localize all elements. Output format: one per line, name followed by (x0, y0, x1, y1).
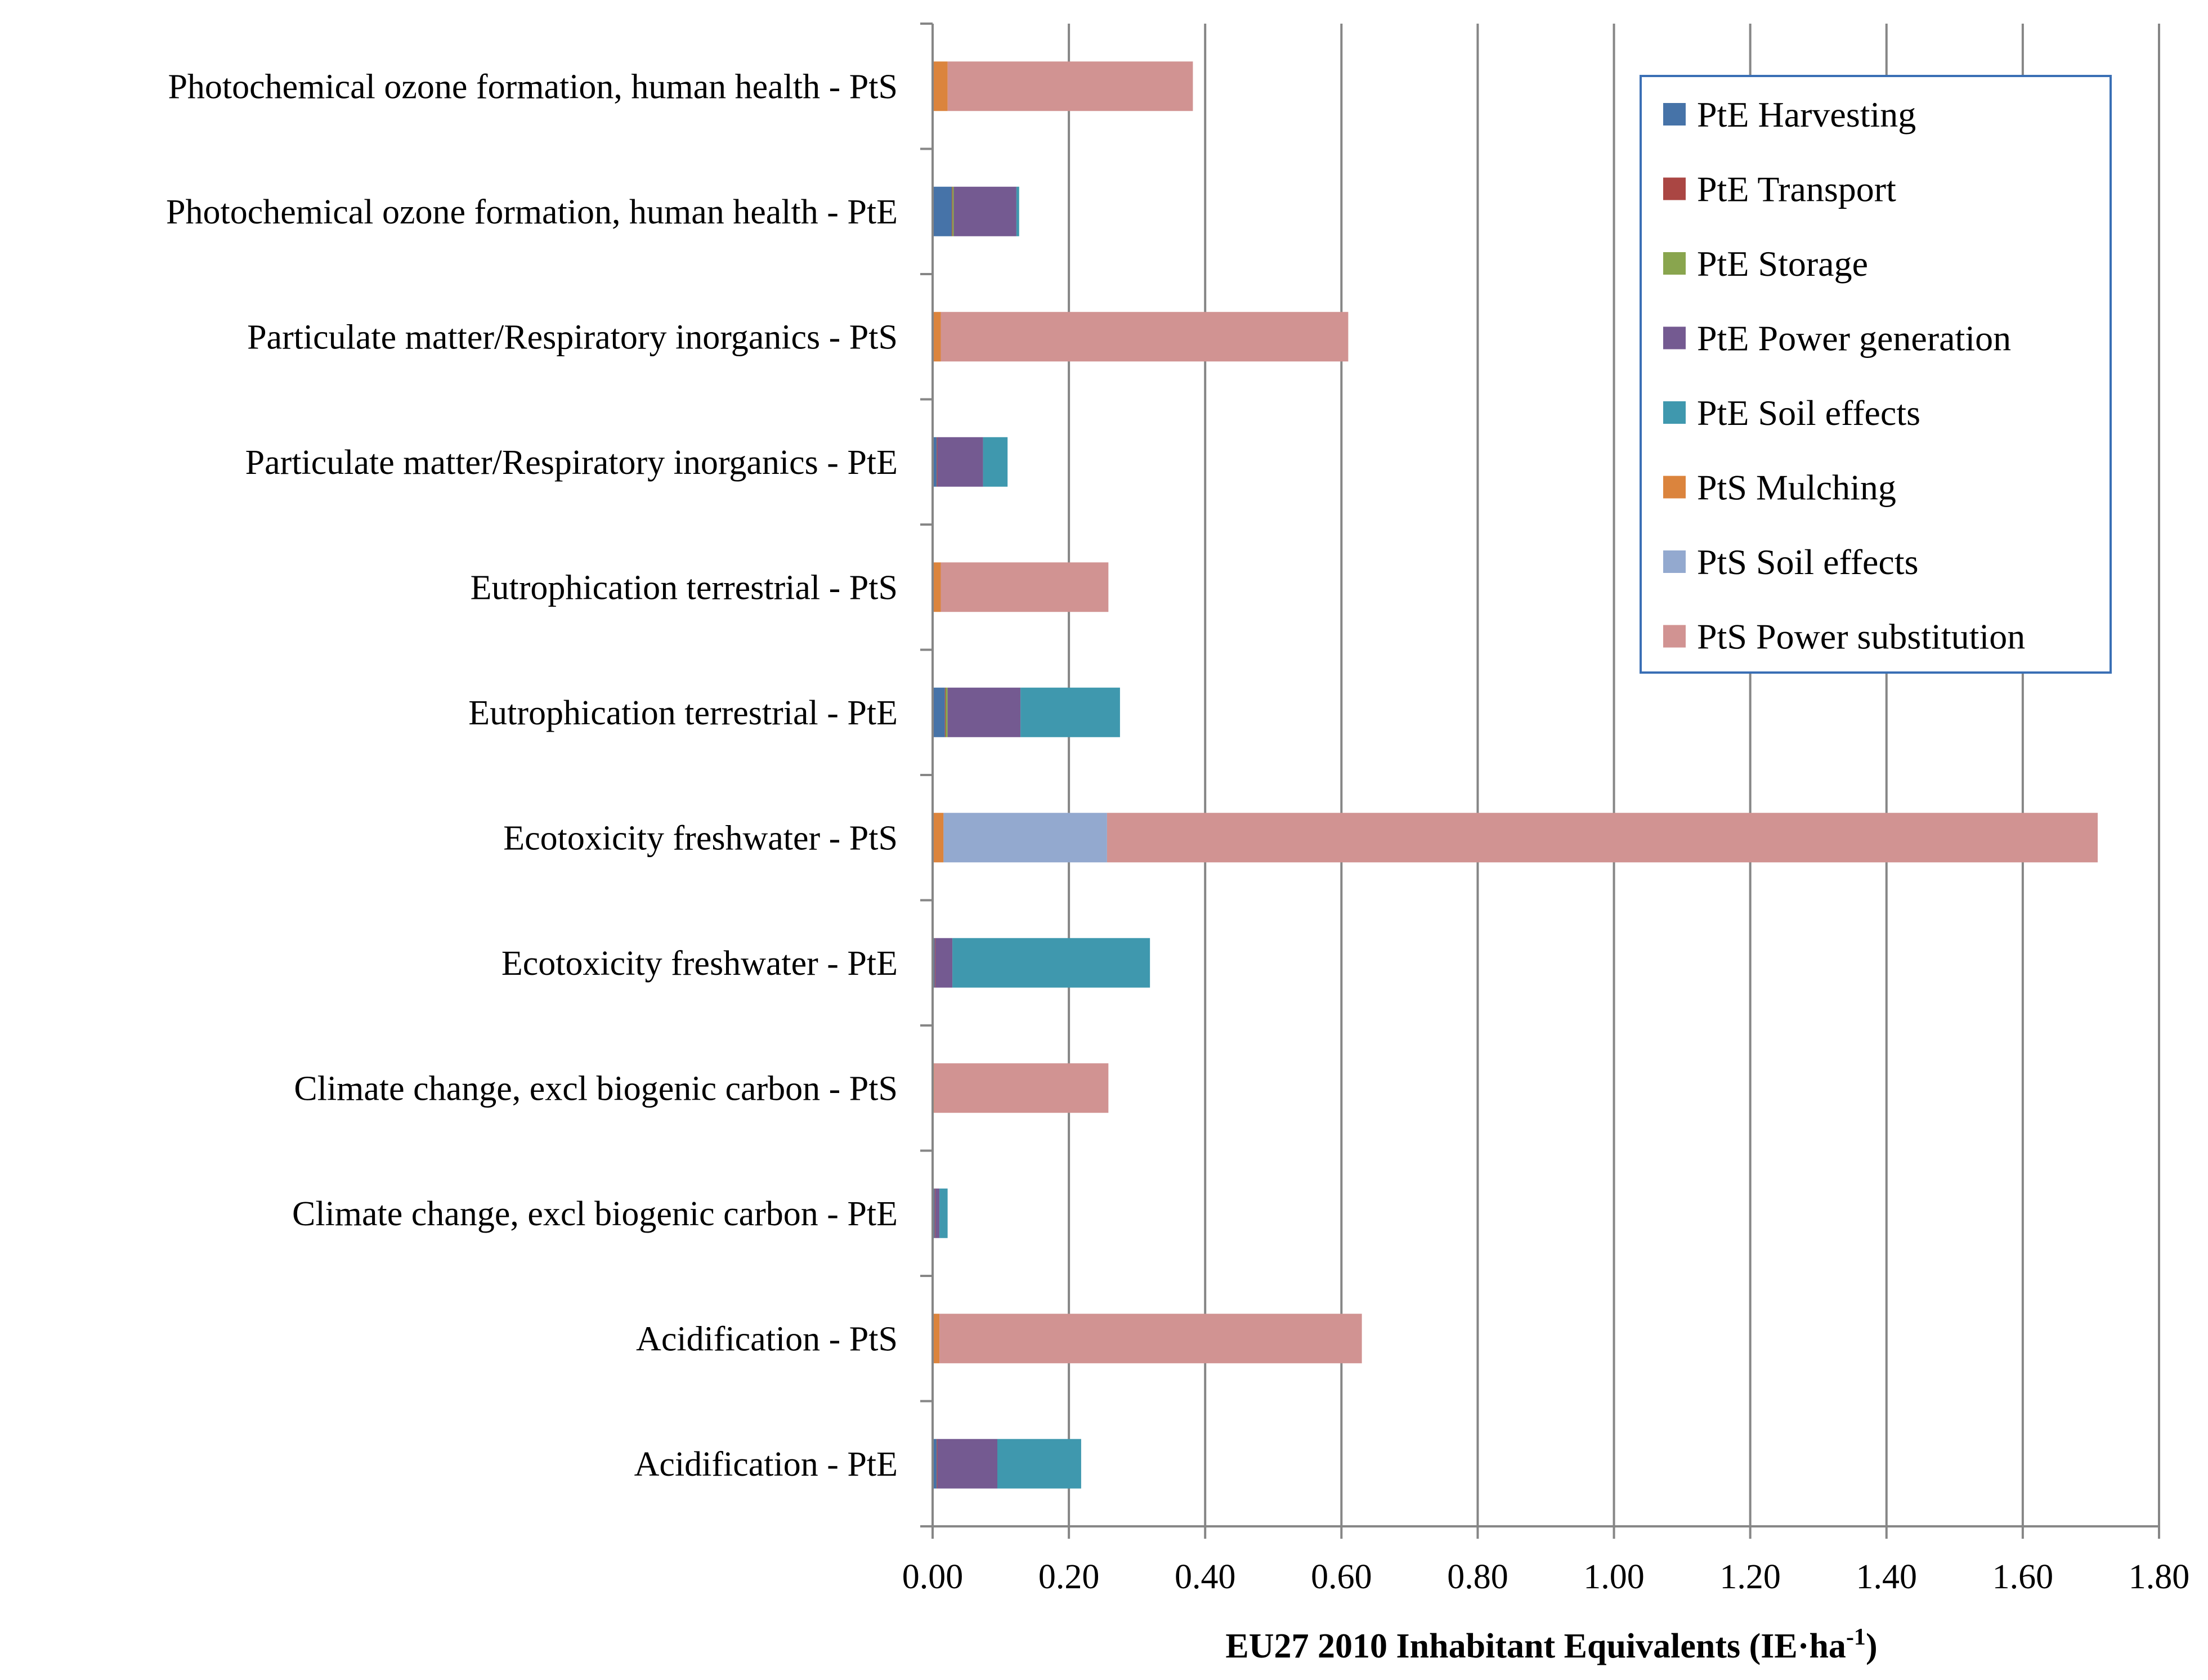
x-tick-label: 0.00 (902, 1558, 964, 1596)
bar-segment (937, 437, 983, 487)
bar-segment (935, 1188, 940, 1238)
category-label: Eutrophication terrestrial - PtE (468, 694, 898, 732)
category-label: Ecotoxicity freshwater - PtS (503, 819, 898, 857)
x-tick-label: 0.60 (1311, 1558, 1372, 1596)
bar-segment (940, 562, 1109, 612)
bar-segment (952, 186, 954, 236)
legend-swatch (1663, 625, 1686, 648)
category-label: Photochemical ozone formation, human hea… (166, 193, 898, 231)
x-tick-labels: 0.00 0.20 0.40 0.60 0.80 1.00 1.20 1.40 1.60 1.80 (902, 1558, 2190, 1596)
bar-segment (947, 687, 1021, 737)
category-label: Acidification - PtE (634, 1445, 898, 1484)
legend-swatch (1663, 476, 1686, 499)
bar-segment (946, 687, 948, 737)
x-axis-title-end: ) (1866, 1627, 1878, 1665)
bar-segment (1020, 687, 1120, 737)
bar-segment (1107, 813, 2098, 863)
bar-segment (933, 1314, 940, 1364)
bar-segment (933, 61, 948, 111)
x-tick-label: 0.80 (1447, 1558, 1508, 1596)
legend-swatch (1663, 326, 1686, 350)
x-axis-title-main: EU27 2010 Inhabitant Equivalents (IE·ha (1225, 1627, 1846, 1665)
bar-segment (944, 687, 946, 737)
category-label: Climate change, excl biogenic carbon - P… (294, 1069, 898, 1108)
bar-segment (939, 1314, 1362, 1364)
bar-segment (1016, 186, 1019, 236)
legend-label: PtE Power generation (1697, 319, 2011, 359)
bar-segment (934, 1063, 1109, 1113)
bar-segment (940, 312, 1349, 362)
bar-segment (937, 1439, 998, 1489)
legend-swatch (1663, 401, 1686, 424)
legend-label: PtS Mulching (1697, 468, 1896, 508)
x-tick-label: 1.60 (1992, 1558, 2054, 1596)
bar-segment (983, 437, 1008, 487)
legend-swatch (1663, 177, 1686, 200)
category-label: Ecotoxicity freshwater - PtE (501, 944, 898, 983)
x-axis-title: EU27 2010 Inhabitant Equivalents (IE·ha-… (1225, 1624, 1877, 1665)
legend-label: PtE Soil effects (1697, 393, 1920, 433)
x-tick-label: 0.20 (1038, 1558, 1100, 1596)
legend-label: PtE Storage (1697, 244, 1868, 284)
category-label: Acidification - PtS (636, 1320, 898, 1358)
bar-segment (997, 1439, 1081, 1489)
bar-segment (933, 437, 937, 487)
category-label: Particulate matter/Respiratory inorganic… (247, 318, 898, 356)
x-axis-title-superscript: -1 (1846, 1624, 1866, 1650)
axes (920, 23, 2160, 1539)
legend-label: PtE Transport (1697, 169, 1896, 209)
legend: PtE Harvesting PtE Transport PtE Storage Pt… (1640, 75, 2112, 674)
bar-segment (943, 813, 1107, 863)
bar-segment (933, 1439, 937, 1489)
x-tick-label: 0.40 (1175, 1558, 1236, 1596)
legend-box (1640, 75, 2112, 674)
bar-segment (953, 186, 1016, 236)
bar-segment (935, 938, 953, 988)
x-tick-label: 1.00 (1583, 1558, 1645, 1596)
legend-label: PtS Soil effects (1697, 542, 1919, 582)
bar-segment (933, 312, 941, 362)
bar-segment (939, 1188, 948, 1238)
legend-swatch (1663, 103, 1686, 126)
category-label: Climate change, excl biogenic carbon - P… (292, 1195, 898, 1233)
bar-segment (947, 61, 1193, 111)
bar-segment (952, 938, 1150, 988)
bar-segment (933, 687, 945, 737)
bar-segment (933, 562, 941, 612)
legend-label: PtE Harvesting (1697, 95, 1916, 135)
x-tick-label: 1.80 (2129, 1558, 2190, 1596)
x-tick-label: 1.20 (1719, 1558, 1781, 1596)
bar-segment (933, 186, 952, 236)
legend-swatch (1663, 550, 1686, 573)
category-label: Particulate matter/Respiratory inorganic… (245, 443, 898, 482)
legend-swatch (1663, 252, 1686, 275)
legend-label: PtS Power substitution (1697, 617, 2025, 657)
category-labels: Photochemical ozone formation, human hea… (166, 68, 898, 1484)
bar-segment (933, 813, 944, 863)
bars (933, 61, 2098, 1489)
category-label: Photochemical ozone formation, human hea… (168, 68, 898, 106)
category-label: Eutrophication terrestrial - PtS (471, 568, 898, 607)
x-tick-label: 1.40 (1856, 1558, 1918, 1596)
